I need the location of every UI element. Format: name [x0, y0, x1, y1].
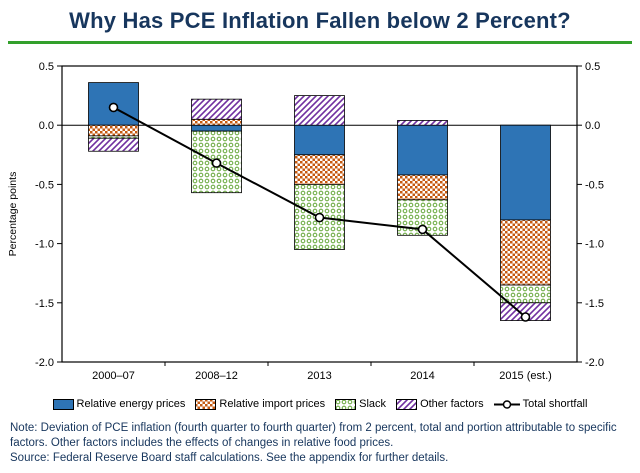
- bar-segment: [88, 137, 139, 152]
- bar-segment: [294, 124, 345, 156]
- bar-segment: [397, 120, 448, 126]
- legend-label: Total shortfall: [522, 398, 588, 410]
- total-shortfall-marker: [108, 102, 119, 113]
- x-axis-tick-label: 2014: [410, 370, 434, 382]
- legend-label: Slack: [359, 398, 387, 410]
- legend-swatch-icon: [335, 398, 357, 410]
- source-text: Source: Federal Reserve Board staff calc…: [10, 452, 449, 465]
- total-shortfall-marker: [520, 312, 531, 322]
- y-axis-tick-label: -0.5: [35, 179, 54, 191]
- legend-item-total-shortfall: Total shortfall: [493, 398, 588, 410]
- bar-segment: [500, 219, 551, 286]
- bar-segment: [397, 124, 448, 176]
- legend-line-marker-icon: [493, 399, 520, 409]
- bar-segment: [500, 284, 551, 304]
- total-shortfall-marker: [417, 224, 428, 235]
- x-axis-tick-label: 2013: [307, 370, 331, 382]
- y-axis-tick-label-right: -1.0: [585, 239, 604, 251]
- y-axis-tick-label-right: 0.0: [585, 120, 600, 132]
- x-axis-tick-label: 2008–12: [195, 370, 238, 382]
- y-axis-tick-label: -1.0: [35, 239, 54, 251]
- total-shortfall-marker: [211, 158, 222, 168]
- chart-notes: Note: Deviation of PCE inflation (fourth…: [10, 421, 630, 467]
- y-axis-tick-label: 0.5: [39, 61, 54, 73]
- y-axis-title: Percentage points: [7, 172, 19, 257]
- x-axis-tick-label: 2000–07: [92, 370, 135, 382]
- legend-item-slack: Slack: [335, 398, 386, 410]
- legend-item-relative-import-prices: Relative import prices: [195, 398, 325, 410]
- chart-legend: Relative energy prices Relative import pr…: [0, 398, 640, 410]
- y-axis-tick-label: -1.5: [35, 298, 54, 310]
- legend-swatch-icon: [396, 398, 418, 410]
- legend-label: Other factors: [420, 398, 484, 410]
- page-title: Why Has PCE Inflation Fallen below 2 Per…: [69, 8, 571, 33]
- bar-segment: [191, 118, 242, 126]
- legend-swatch-icon: [52, 398, 74, 410]
- plot-border: [61, 65, 578, 363]
- bar-segment: [294, 154, 345, 185]
- y-axis-tick-label: -2.0: [35, 357, 54, 369]
- bar-segment: [191, 98, 242, 120]
- y-axis-tick-label-right: -0.5: [585, 179, 604, 191]
- bar-segment: [191, 124, 242, 132]
- bar-segment: [397, 174, 448, 201]
- legend-label: Relative energy prices: [76, 398, 186, 410]
- bar-segment: [88, 124, 139, 137]
- title-underline: [8, 41, 632, 44]
- legend-item-other-factors: Other factors: [396, 398, 484, 410]
- pce-inflation-chart: 0.5 0.5 0.0 0.0 -0.5 -0.5 -1.0 -1.0 -1.5 -1.5 -2.0…: [7, 61, 604, 382]
- x-axis-tick-label: 2015 (est.): [499, 370, 552, 382]
- legend-item-relative-energy-prices: Relative energy prices: [52, 398, 186, 410]
- bar-segment: [294, 95, 345, 126]
- legend-label: Relative import prices: [219, 398, 326, 410]
- bar-segment: [500, 124, 551, 221]
- y-axis-tick-label: 0.0: [39, 120, 54, 132]
- note-text: Note: Deviation of PCE inflation (fourth…: [10, 422, 617, 450]
- legend-swatch-icon: [195, 398, 217, 410]
- y-axis-tick-label-right: 0.5: [585, 61, 600, 73]
- y-axis-tick-label-right: -1.5: [585, 298, 604, 310]
- total-shortfall-marker: [314, 212, 325, 223]
- y-axis-tick-label-right: -2.0: [585, 357, 604, 369]
